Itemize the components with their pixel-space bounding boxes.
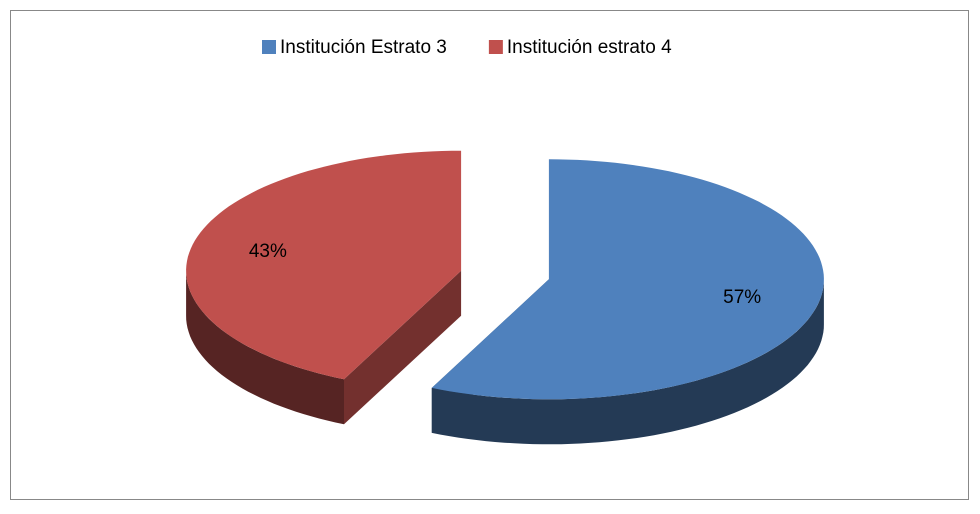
slice-wall [186, 270, 344, 425]
slice [186, 150, 462, 380]
data-label: 57% [723, 287, 761, 308]
legend-swatch [262, 40, 276, 54]
legend-swatch [488, 40, 503, 54]
slice [431, 159, 824, 400]
data-label: 43% [249, 241, 287, 262]
legend-label: Institución Estrato 3 [280, 37, 447, 58]
slice-cut-face [344, 270, 462, 425]
legend-label: Institución estrato 4 [507, 37, 672, 58]
slice-wall [431, 279, 824, 445]
